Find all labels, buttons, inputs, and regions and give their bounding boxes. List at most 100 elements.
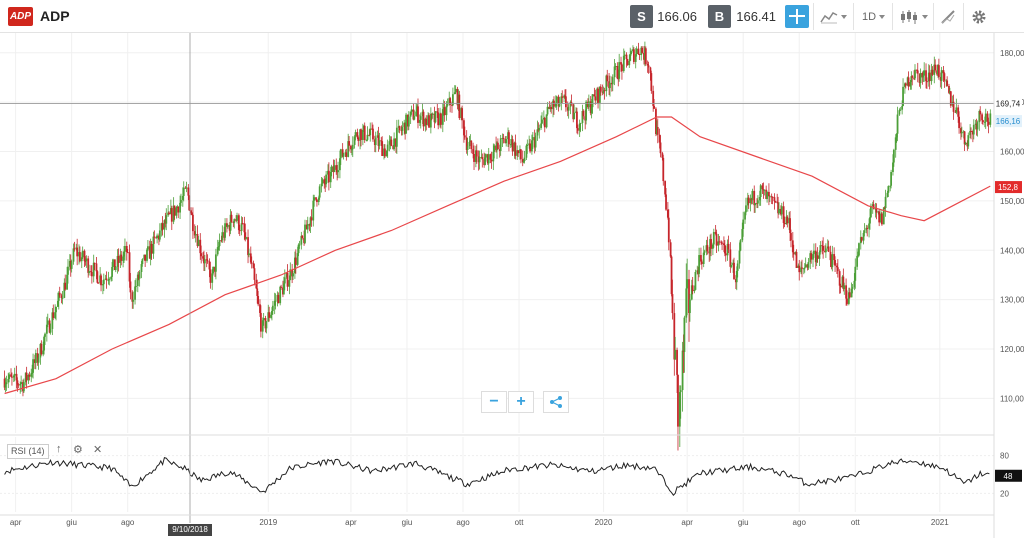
rsi-close-icon[interactable]: ✕ — [93, 444, 103, 456]
candle-body — [110, 276, 113, 280]
candle-body — [152, 236, 155, 254]
candle-body — [341, 149, 344, 157]
candle-body — [522, 161, 525, 163]
candle-body — [513, 142, 516, 152]
candle-body — [96, 271, 99, 283]
candle-body — [165, 215, 168, 224]
candle-body — [427, 115, 429, 125]
chart-type-dropdown[interactable] — [820, 6, 847, 28]
candle-body — [706, 245, 709, 252]
candle-body — [884, 196, 887, 209]
candle-body — [673, 313, 676, 360]
candle-body — [521, 159, 524, 163]
candle-body — [158, 235, 160, 240]
candle-body — [685, 288, 688, 318]
crosshair-button[interactable] — [785, 5, 809, 28]
candle-body — [601, 91, 604, 93]
candle-body — [421, 111, 424, 117]
candle-body — [565, 96, 567, 108]
candle-body — [339, 149, 342, 159]
candle-body — [97, 282, 100, 284]
candle-body — [742, 219, 745, 229]
candle-body — [616, 66, 619, 79]
sell-button[interactable]: S — [630, 5, 653, 28]
candle-body — [824, 248, 827, 253]
candle-body — [101, 284, 104, 286]
candle-body — [499, 138, 502, 151]
candle-body — [249, 253, 252, 263]
toolbar-separator — [892, 3, 893, 30]
candle-body — [236, 215, 238, 221]
candle-body — [962, 131, 965, 133]
candle-body — [386, 144, 389, 151]
candle-body — [200, 253, 203, 257]
candle-body — [315, 197, 317, 200]
candle-body — [374, 137, 377, 146]
candle-body — [930, 69, 933, 82]
candle-body — [190, 210, 192, 214]
zoom-in-button[interactable]: + — [508, 391, 534, 413]
candle-body — [439, 113, 441, 126]
ma-value-label: 152,8 — [998, 183, 1019, 192]
candle-body — [353, 136, 356, 145]
candle-body — [751, 190, 754, 201]
candle-body — [606, 75, 609, 82]
candle-body — [188, 195, 191, 211]
candle-body — [224, 223, 226, 238]
candle-body — [156, 235, 158, 239]
candle-body — [332, 166, 335, 173]
candle-body — [381, 141, 384, 157]
settings-button[interactable] — [971, 6, 987, 28]
candle-body — [560, 96, 563, 104]
candle-body — [987, 121, 990, 125]
candle-body — [282, 287, 284, 295]
share-button[interactable] — [543, 391, 569, 413]
zoom-out-button[interactable]: − — [481, 391, 507, 413]
candle-body — [833, 254, 836, 261]
candle-body — [321, 179, 324, 184]
candle-body — [238, 230, 241, 232]
candle-body — [623, 54, 626, 56]
candle-body — [819, 245, 822, 253]
buy-button[interactable]: B — [708, 5, 731, 28]
candle-body — [572, 104, 575, 120]
candle-body — [267, 312, 270, 322]
candle-body — [753, 190, 756, 206]
drawing-tools-button[interactable] — [940, 6, 956, 28]
candle-body — [410, 109, 413, 112]
candle-body — [826, 246, 829, 249]
candle-body — [511, 139, 514, 152]
candle-body — [703, 251, 706, 253]
candle-body — [385, 150, 388, 157]
candle-body — [153, 236, 156, 238]
candle-body — [465, 137, 468, 150]
candle-body — [422, 111, 425, 127]
candle-body — [434, 111, 437, 123]
candle-body — [746, 197, 749, 206]
candle-body — [637, 48, 640, 55]
timeframe-dropdown[interactable]: 1D — [862, 6, 886, 28]
candle-body — [371, 128, 373, 130]
candle-body — [659, 142, 662, 154]
candle-body — [405, 114, 407, 134]
candle-style-dropdown[interactable] — [899, 6, 928, 28]
candle-body — [634, 54, 637, 62]
rsi-settings-icon[interactable]: ⚙ — [73, 444, 83, 456]
candle-body — [652, 90, 655, 106]
candle-body — [846, 298, 848, 304]
price-chart[interactable]: 180,00170,00160,00150,00140,00130,00120,… — [0, 33, 1024, 538]
candle-body — [934, 64, 937, 71]
buy-price: 166.41 — [736, 9, 776, 24]
candle-body — [723, 244, 726, 254]
candle-body — [228, 224, 231, 231]
candle-body — [665, 194, 667, 210]
candle-body — [669, 242, 672, 257]
candle-body — [484, 157, 486, 166]
candle-body — [899, 109, 902, 111]
candle-body — [67, 266, 69, 275]
rsi-indicator-label[interactable]: RSI (14) — [7, 444, 49, 459]
rsi-move-up-icon[interactable]: ↑ — [56, 443, 62, 455]
candle-body — [132, 299, 135, 302]
candle-body — [907, 77, 910, 87]
candle-body — [582, 110, 585, 117]
